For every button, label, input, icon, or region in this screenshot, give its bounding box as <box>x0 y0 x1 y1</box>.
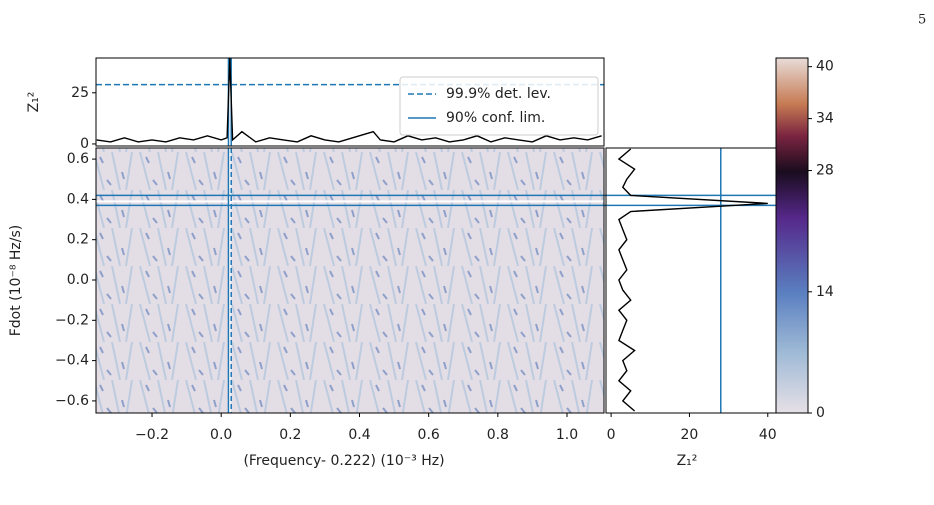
x-axis-label: (Frequency- 0.222) (10⁻³ Hz) <box>243 453 444 469</box>
colorbar-tick-label: 34 <box>816 111 834 127</box>
x-tick-label: 40 <box>759 427 777 443</box>
colorbar-gradient <box>776 58 808 413</box>
heatmap-image <box>96 148 604 413</box>
legend-box <box>399 76 599 136</box>
x-tick-label: 0.2 <box>279 427 301 443</box>
y-tick-label: 25 <box>71 85 89 101</box>
y-axis-label: Z₁² <box>26 92 42 113</box>
page-number: 5 <box>918 13 926 28</box>
x-tick-label: 20 <box>681 427 699 443</box>
axes-frame <box>775 57 809 414</box>
x-tick-label: 0.6 <box>418 427 440 443</box>
y-tick-label: 0.6 <box>67 151 89 167</box>
axes-frame <box>95 147 605 414</box>
y-axis-label: Fdot (10⁻⁸ Hz/s) <box>8 225 24 337</box>
colorbar-tick-label: 28 <box>816 163 834 179</box>
y-tick-label: 0 <box>80 136 89 152</box>
axes-frame <box>605 147 777 414</box>
x-axis-label: Z₁² <box>677 453 698 469</box>
y-tick-label: 0.4 <box>67 191 89 207</box>
x-tick-label: −0.2 <box>135 427 169 443</box>
x-tick-label: 1.0 <box>556 427 578 443</box>
x-tick-label: 0 <box>607 427 616 443</box>
y-tick-label: 0.0 <box>67 272 89 288</box>
legend-label: 99.9% det. lev. <box>446 86 551 102</box>
colorbar-tick-label: 40 <box>816 59 834 75</box>
y-tick-label: −0.6 <box>55 393 89 409</box>
x-tick-label: 0.4 <box>348 427 370 443</box>
axes-frame <box>95 57 605 147</box>
x-tick-label: 0.0 <box>210 427 232 443</box>
colorbar-tick-label: 0 <box>816 405 825 421</box>
y-tick-label: 0.2 <box>67 232 89 248</box>
y-tick-label: −0.2 <box>55 312 89 328</box>
y-tick-label: −0.4 <box>55 353 89 369</box>
legend-label: 90% conf. lim. <box>446 110 545 126</box>
colorbar-tick-label: 14 <box>816 284 834 300</box>
x-tick-label: 0.8 <box>487 427 509 443</box>
profile-line <box>617 148 768 412</box>
profile-line <box>96 57 602 143</box>
